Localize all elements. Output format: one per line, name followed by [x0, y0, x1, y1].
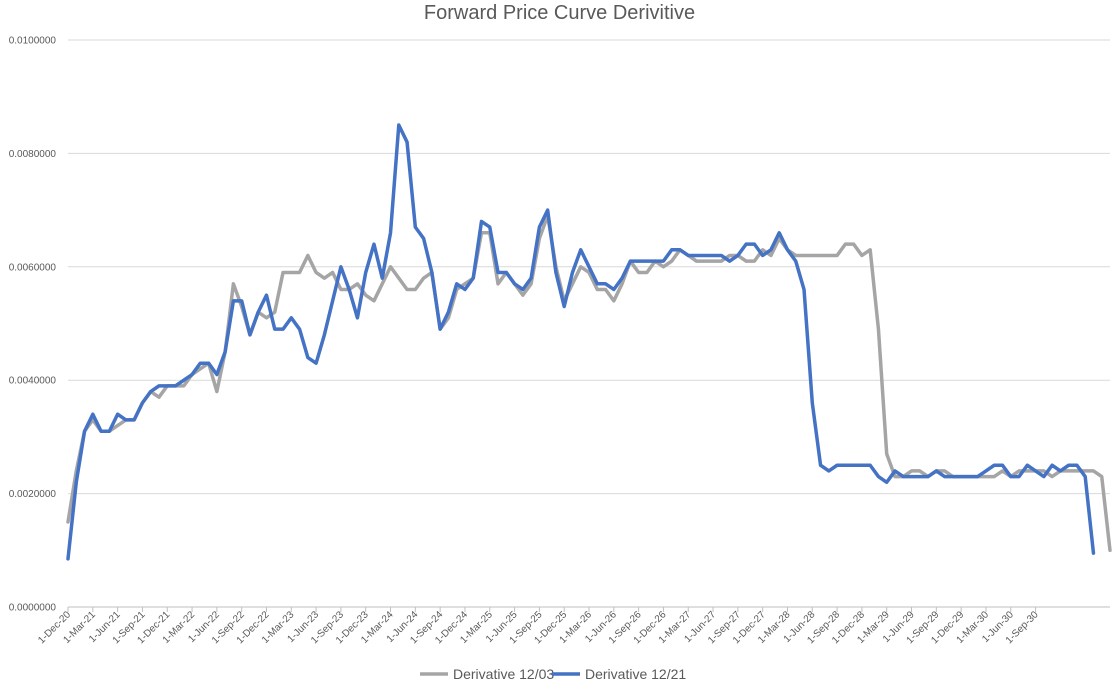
- y-axis-ticks: 0.0000000 0.0020000 0.0040000 0.0060000 0.00…: [9, 36, 57, 614]
- legend: Derivative 12/03 Derivative 12/21: [420, 666, 686, 682]
- legend-label: Derivative 12/21: [585, 666, 686, 682]
- series-line-2: [66, 123, 1096, 561]
- y-tick-label: 0.0060000: [9, 262, 57, 273]
- gridlines: [68, 39, 1110, 608]
- y-tick-label: 0.0080000: [9, 149, 57, 160]
- series-lines: [66, 123, 1112, 561]
- x-axis: 1-Dec-201-Mar-211-Jun-211-Sep-211-Dec-21…: [36, 606, 1110, 646]
- chart-title: Forward Price Curve Derivitive: [423, 2, 696, 24]
- y-tick-label: 0.0040000: [9, 376, 57, 387]
- legend-label: Derivative 12/03: [453, 666, 554, 682]
- y-tick-label: 0.0000000: [9, 603, 57, 614]
- y-tick-label: 0.0020000: [9, 489, 57, 500]
- y-tick-label: 0.0100000: [9, 36, 57, 47]
